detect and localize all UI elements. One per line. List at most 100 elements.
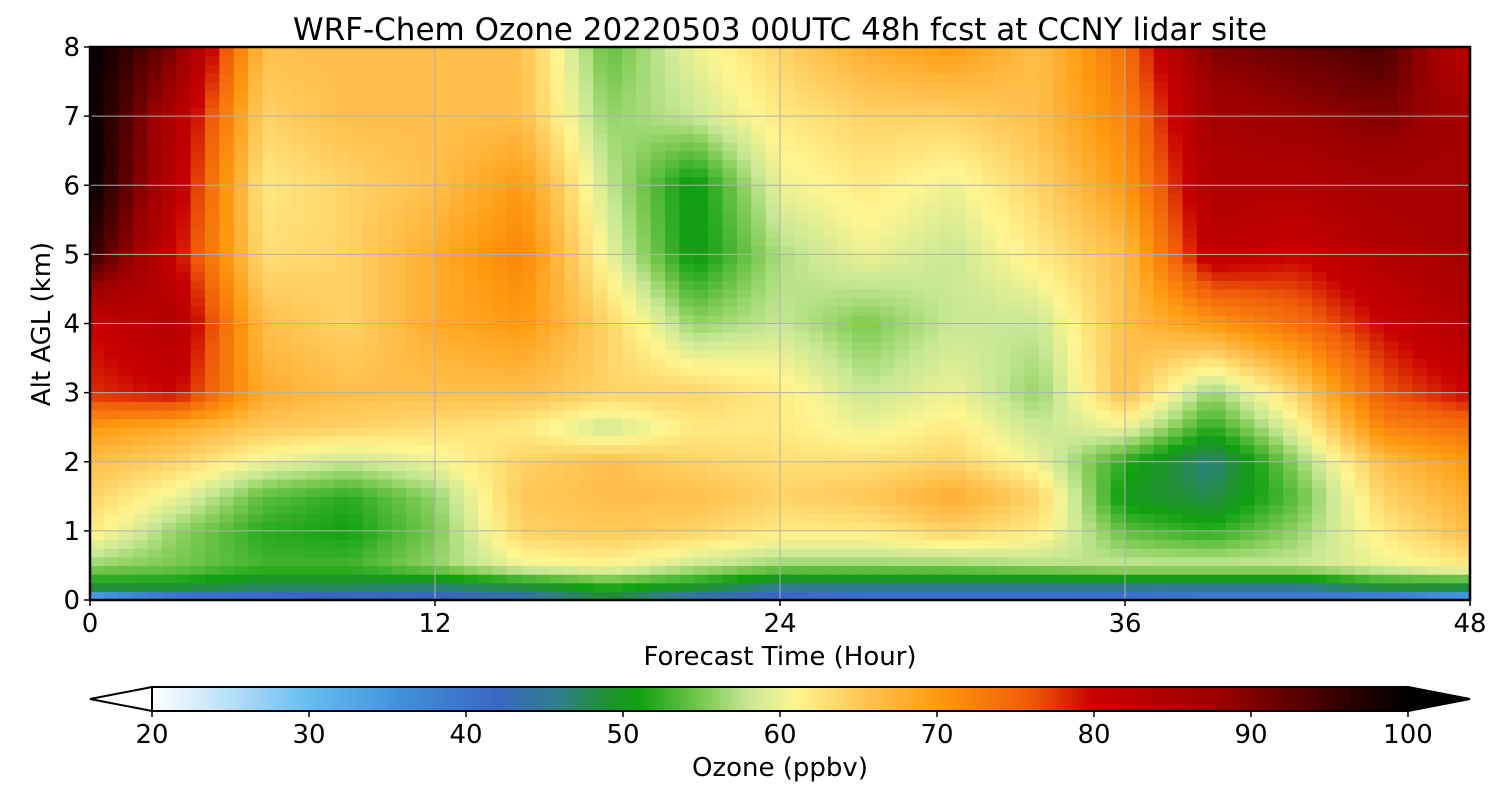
heatmap-cell — [1168, 358, 1184, 368]
heatmap-cell — [1096, 565, 1112, 575]
heatmap-cell — [506, 444, 522, 454]
heatmap-cell — [1355, 487, 1370, 497]
heatmap-cell — [478, 435, 494, 446]
heatmap-cell — [708, 245, 724, 255]
heatmap-cell — [161, 504, 177, 515]
heatmap-cell — [665, 185, 680, 195]
heatmap-cell — [1398, 176, 1414, 186]
heatmap-cell — [219, 504, 235, 515]
heatmap-cell — [1412, 323, 1428, 333]
heatmap-cell — [578, 366, 594, 376]
heatmap-cell — [449, 358, 465, 368]
heatmap-cell — [420, 453, 436, 463]
heatmap-cell — [90, 375, 105, 385]
heatmap-cell — [420, 574, 436, 584]
heatmap-cell — [607, 565, 623, 575]
heatmap-cell — [1196, 245, 1212, 255]
heatmap-cell — [1211, 202, 1227, 212]
heatmap-cell — [492, 504, 508, 515]
heatmap-cell — [1297, 167, 1313, 178]
heatmap-cell — [219, 435, 235, 446]
heatmap-cell — [391, 582, 407, 592]
heatmap-cell — [938, 332, 954, 342]
heatmap-cell — [938, 453, 954, 463]
heatmap-cell — [449, 306, 465, 316]
heatmap-cell — [909, 288, 925, 299]
heatmap-cell — [320, 297, 335, 307]
heatmap-cell — [794, 366, 810, 376]
heatmap-cell — [895, 496, 910, 506]
heatmap-cell — [1297, 548, 1313, 558]
heatmap-cell — [880, 496, 896, 506]
heatmap-cell — [751, 366, 767, 376]
heatmap-cell — [363, 288, 379, 299]
heatmap-cell — [1081, 504, 1097, 515]
heatmap-cell — [923, 366, 939, 376]
heatmap-cell — [478, 375, 494, 385]
heatmap-cell — [880, 219, 896, 230]
heatmap-cell — [492, 556, 508, 567]
heatmap-cell — [305, 470, 321, 480]
heatmap-cell — [751, 453, 767, 463]
heatmap-cell — [391, 487, 407, 497]
heatmap-cell — [1038, 297, 1054, 307]
heatmap-cell — [823, 582, 839, 592]
heatmap-cell — [952, 487, 968, 497]
heatmap-cell — [823, 358, 839, 368]
heatmap-cell — [923, 401, 939, 411]
heatmap-cell — [291, 487, 307, 497]
heatmap-cell — [621, 349, 637, 359]
heatmap-cell — [952, 228, 968, 238]
heatmap-cell — [535, 453, 551, 463]
heatmap-cell — [1125, 176, 1140, 186]
heatmap-cell — [780, 332, 795, 342]
heatmap-cell — [406, 288, 422, 299]
heatmap-cell — [794, 263, 810, 273]
heatmap-cell — [1081, 435, 1097, 446]
heatmap-cell — [1153, 513, 1169, 523]
heatmap-cell — [1211, 288, 1227, 299]
heatmap-cell — [794, 427, 810, 437]
heatmap-cell — [938, 582, 954, 592]
heatmap-cell — [621, 202, 637, 212]
heatmap-cell — [550, 383, 565, 394]
heatmap-cell — [334, 323, 350, 333]
heatmap-cell — [895, 323, 910, 333]
heatmap-cell — [1398, 582, 1414, 592]
heatmap-cell — [621, 539, 637, 549]
heatmap-cell — [923, 548, 939, 558]
heatmap-cell — [1038, 314, 1054, 325]
heatmap-cell — [981, 297, 997, 307]
heatmap-cell — [981, 288, 997, 299]
heatmap-cell — [880, 401, 896, 411]
heatmap-cell — [1096, 358, 1112, 368]
heatmap-cell — [435, 219, 450, 230]
heatmap-cell — [435, 418, 450, 428]
heatmap-cell — [708, 444, 724, 454]
heatmap-cell — [248, 461, 264, 471]
heatmap-cell — [808, 228, 824, 238]
heatmap-cell — [1038, 556, 1054, 567]
heatmap-cell — [765, 375, 781, 385]
heatmap-cell — [751, 375, 767, 385]
heatmap-cell — [205, 487, 220, 497]
heatmap-cell — [1196, 453, 1212, 463]
heatmap-cell — [535, 176, 551, 186]
heatmap-cell — [650, 193, 666, 204]
heatmap-cell — [291, 453, 307, 463]
heatmap-cell — [1067, 383, 1083, 394]
heatmap-cell — [363, 530, 379, 541]
heatmap-cell — [923, 392, 939, 402]
heatmap-cell — [564, 409, 580, 420]
heatmap-cell — [1110, 401, 1126, 411]
heatmap-cell — [1096, 383, 1112, 394]
heatmap-cell — [1398, 513, 1414, 523]
heatmap-cell — [348, 565, 364, 575]
heatmap-cell — [607, 211, 623, 221]
heatmap-cell — [1441, 219, 1457, 230]
heatmap-cell — [780, 513, 795, 523]
heatmap-cell — [636, 427, 652, 437]
heatmap-cell — [550, 202, 565, 212]
heatmap-cell — [880, 280, 896, 290]
heatmap-cell — [1283, 185, 1299, 195]
